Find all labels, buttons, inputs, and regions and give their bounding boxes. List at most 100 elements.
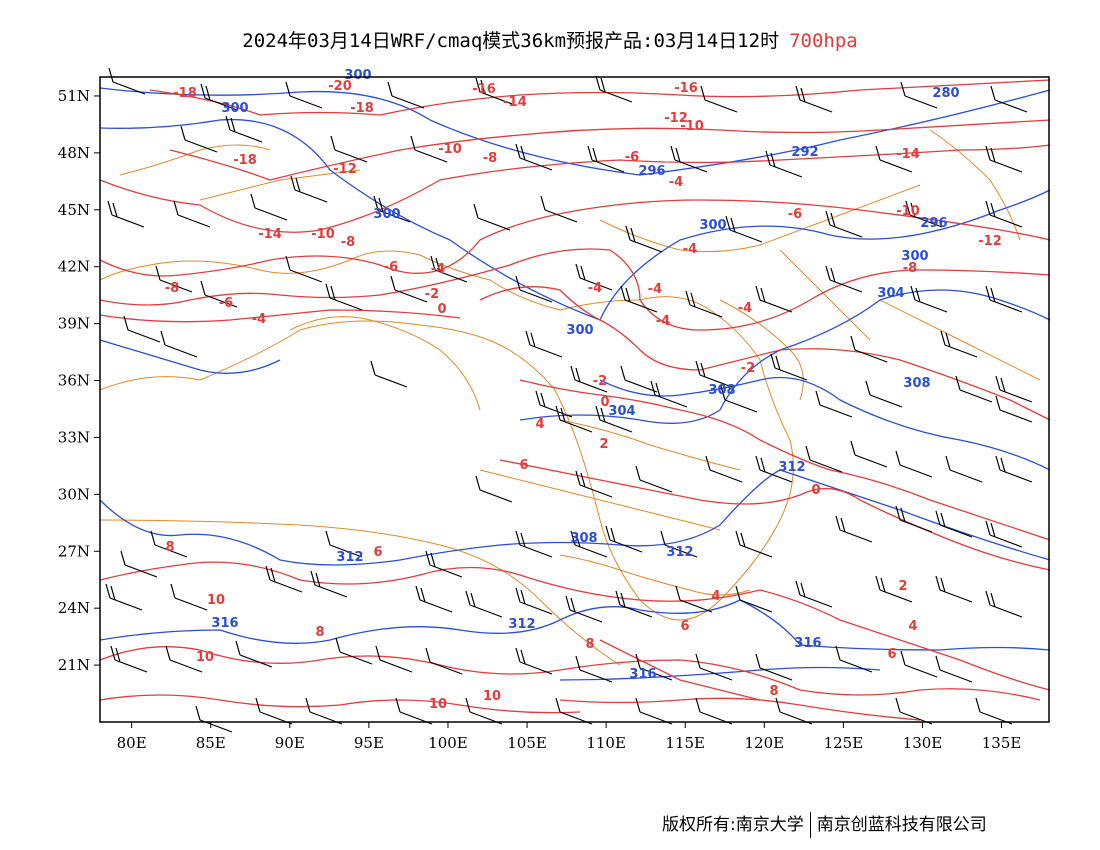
lat-tick-label: 48N <box>58 144 90 162</box>
wind-barb <box>565 595 603 623</box>
wind-barb <box>825 210 863 238</box>
wind-barb <box>850 335 888 363</box>
temperature-label: -6 <box>219 296 233 311</box>
height-label: 308 <box>903 376 930 391</box>
wind-barb <box>755 653 793 681</box>
wind-barb <box>985 285 1023 313</box>
lon-tick-label: 85E <box>196 734 226 752</box>
wind-barb <box>720 385 758 413</box>
wind-barb <box>225 115 263 143</box>
height-label: 300 <box>699 218 726 233</box>
pressure-level: 700hpa <box>789 30 858 52</box>
wind-barb <box>515 530 553 558</box>
height-label: 316 <box>629 667 656 682</box>
wind-barb <box>160 330 198 358</box>
height-label: 300 <box>373 207 400 222</box>
temperature-label: 6 <box>519 458 528 473</box>
temperature-label: -18 <box>173 86 197 101</box>
wind-barb <box>905 200 943 228</box>
wind-barb <box>285 81 323 109</box>
height-label: 300 <box>901 249 928 264</box>
wind-barb <box>305 697 343 725</box>
temperature-label: -16 <box>674 81 698 96</box>
temperature-label: -6 <box>625 150 639 165</box>
temperature-label: -4 <box>738 301 752 316</box>
wind-barb <box>555 405 593 433</box>
wind-barb <box>985 200 1023 228</box>
wind-barb <box>895 450 933 478</box>
temperature-label: 4 <box>908 619 917 634</box>
height-label: 312 <box>336 550 363 565</box>
wind-barb <box>660 530 698 558</box>
height-label: 280 <box>932 86 959 101</box>
lat-tick-label: 39N <box>58 315 90 333</box>
wind-barb <box>875 575 913 603</box>
temperature-label: -4 <box>588 281 602 296</box>
wind-barb <box>725 215 763 243</box>
wind-barb <box>180 125 218 153</box>
wind-barb <box>935 575 973 603</box>
wind-barb <box>200 280 238 308</box>
lon-tick-label: 100E <box>428 734 468 752</box>
temperature-label: 10 <box>196 650 214 665</box>
wind-barb <box>120 550 158 578</box>
wind-barbs <box>105 67 1033 733</box>
lat-tick-label: 36N <box>58 372 90 390</box>
wind-barb <box>475 77 513 105</box>
wind-barb <box>370 360 408 388</box>
temperature-label: -14 <box>896 147 920 162</box>
wind-barb <box>945 455 983 483</box>
temperature-label: -12 <box>978 234 1002 249</box>
wind-barb <box>515 647 553 675</box>
wind-barb <box>587 145 625 173</box>
wind-barb <box>325 283 363 311</box>
wind-barb <box>173 200 211 228</box>
wind-barb <box>985 145 1023 173</box>
wind-barb <box>995 455 1033 483</box>
wind-barb <box>465 590 503 618</box>
temperature-label: 8 <box>585 637 594 652</box>
wind-barb <box>910 285 948 313</box>
wind-barb <box>835 645 873 673</box>
temperature-label: -18 <box>233 153 257 168</box>
wind-barb <box>940 330 978 358</box>
wind-barb <box>425 647 463 675</box>
lat-tick-label: 42N <box>58 258 90 276</box>
temperature-label: -4 <box>683 242 697 257</box>
wind-barb <box>535 390 573 418</box>
wind-barb <box>473 203 511 231</box>
temperature-label: -18 <box>350 101 374 116</box>
wind-barb <box>705 455 743 483</box>
temperature-label: 4 <box>711 589 720 604</box>
wind-barb <box>515 143 553 171</box>
wind-barb <box>990 85 1028 113</box>
wind-barb <box>805 445 843 473</box>
wind-barb <box>765 150 803 178</box>
wind-barb <box>330 135 368 163</box>
wind-barb <box>635 465 673 493</box>
wind-barb <box>570 530 608 558</box>
temperature-label: -4 <box>669 175 683 190</box>
height-label: 308 <box>570 531 597 546</box>
temperature-label: -2 <box>741 361 755 376</box>
wind-barb <box>108 67 146 95</box>
temperature-label: -10 <box>896 204 920 219</box>
wind-barb <box>955 375 993 403</box>
wind-barb <box>575 655 613 683</box>
wind-barb <box>865 380 903 408</box>
wind-barb <box>770 353 808 381</box>
wind-barb <box>170 583 208 611</box>
wind-barb <box>250 193 288 221</box>
wind-barb <box>310 570 348 598</box>
temperature-label: 0 <box>600 395 609 410</box>
temperature-label: -6 <box>384 260 398 275</box>
wind-barb <box>395 697 433 725</box>
wind-barb <box>735 585 773 613</box>
lon-tick-label: 110E <box>586 734 626 752</box>
height-label: 304 <box>877 286 904 301</box>
temperature-label: -20 <box>328 79 352 94</box>
temperature-label: -2 <box>425 287 439 302</box>
temperature-label: 6 <box>887 647 896 662</box>
temperature-label: -10 <box>311 227 335 242</box>
